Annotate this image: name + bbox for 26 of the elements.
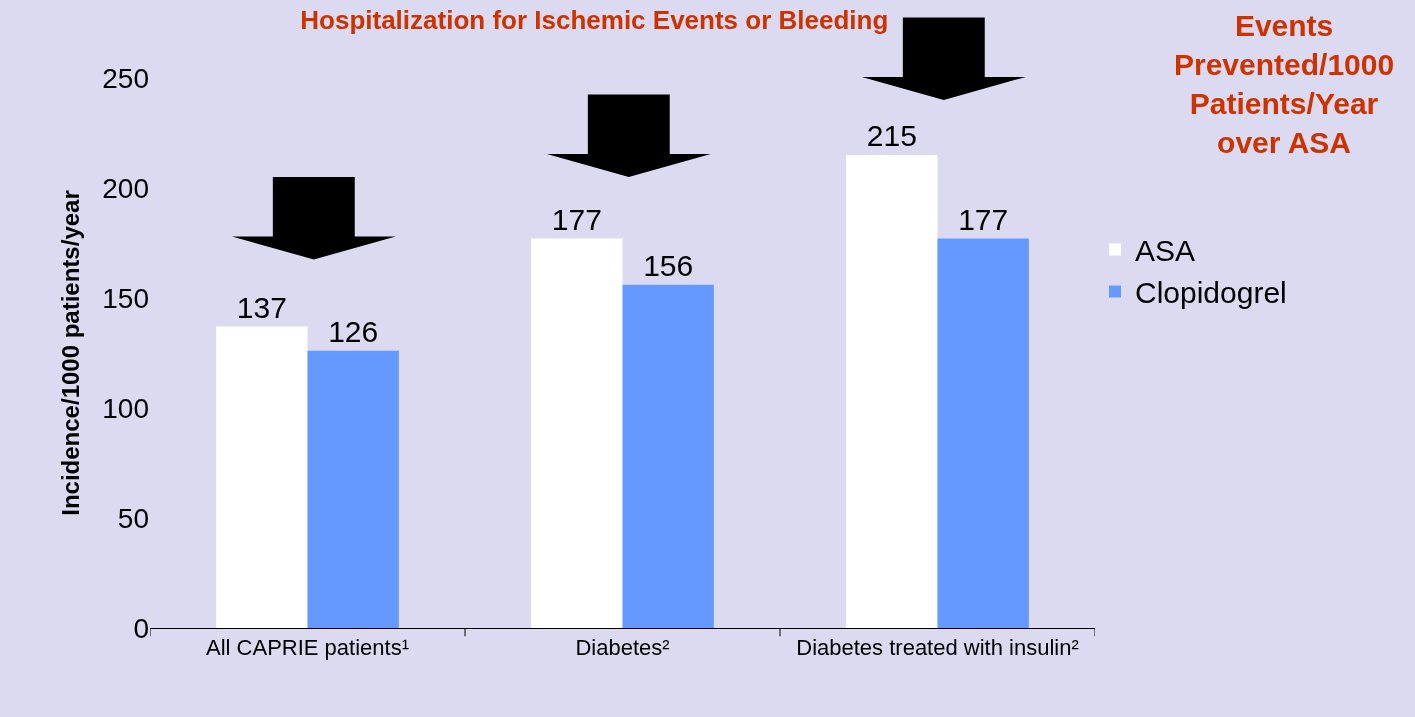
bar xyxy=(216,326,308,628)
bar xyxy=(622,284,714,628)
bar xyxy=(846,155,938,628)
x-tick-label: All CAPRIE patients¹ xyxy=(206,635,409,661)
bar xyxy=(937,238,1029,628)
x-tick-label: Diabetes treated with insulin² xyxy=(796,635,1079,661)
chart-title: Hospitalization for Ischemic Events or Bleeding xyxy=(300,4,889,35)
data-label: 177 xyxy=(551,202,602,236)
y-tick-label: 150 xyxy=(102,282,149,314)
data-label: 137 xyxy=(236,290,287,324)
data-label: 215 xyxy=(866,119,917,152)
y-tick-label: 250 xyxy=(102,62,149,94)
text: Events Prevented/1000 Patients/Year over ASA xyxy=(1174,9,1395,159)
y-axis-title: Incidence/1000 patients/year xyxy=(57,190,85,516)
legend-label: Clopidogrel xyxy=(1135,276,1287,310)
x-tick-label: Diabetes² xyxy=(575,635,670,661)
y-tick-label: 200 xyxy=(102,172,149,204)
y-tick-label: 0 xyxy=(133,612,149,644)
y-tick-label: 100 xyxy=(102,392,149,424)
y-tick-label: 50 xyxy=(117,502,149,534)
bar xyxy=(531,238,623,628)
bar xyxy=(307,350,399,628)
data-label: 126 xyxy=(328,314,379,348)
data-label: 177 xyxy=(958,202,1009,236)
legend-label: ASA xyxy=(1135,234,1196,268)
data-label: 156 xyxy=(643,248,694,282)
